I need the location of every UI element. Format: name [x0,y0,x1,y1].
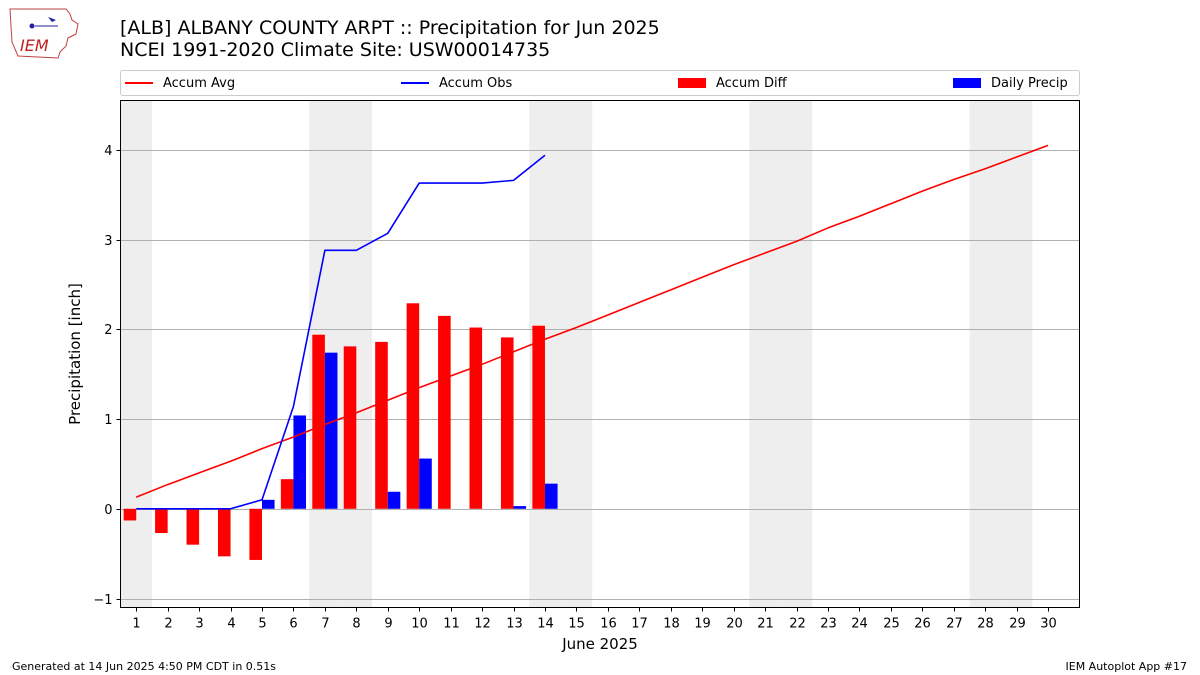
x-tick-label: 4 [227,617,235,632]
weekend-band [120,100,152,608]
legend-item-daily-precip: Daily Precip [953,71,1068,95]
x-tick-label: 3 [195,617,203,632]
accum-diff-bar [217,508,231,557]
plot-frame [120,100,1080,608]
legend-swatch [125,82,153,84]
weekend-band [560,100,593,608]
x-tick-label: 1 [132,617,140,632]
weekend-band [969,100,1001,608]
accum-diff-bar [280,479,294,509]
daily-precip-bar [387,491,401,509]
x-axis-label: June 2025 [561,635,638,653]
x-tick-label: 8 [352,617,360,632]
x-tick-label: 2 [164,617,172,632]
accum-diff-bar [343,346,357,509]
iem-logo: IEM [9,8,79,59]
x-tick-label: 24 [851,617,868,632]
legend-item-accum-avg: Accum Avg [125,71,235,95]
x-tick-label: 29 [1009,617,1026,632]
accum-diff-bar [249,508,262,560]
y-tick-label: 1 [104,413,112,428]
accum-obs-line [136,154,546,510]
wind-barb-icon [48,17,56,22]
autoplot-app-label: IEM Autoplot App #17 [1065,660,1188,673]
legend-label: Accum Diff [716,75,787,91]
x-tick-label: 18 [663,617,680,632]
legend-label: Daily Precip [991,75,1068,91]
weekend-band [780,100,813,608]
y-grid [120,150,1080,600]
x-tick-label: 27 [946,617,963,632]
x-tick-label: 6 [289,617,297,632]
legend-item-accum-diff: Accum Diff [678,71,787,95]
daily-precip-bar [261,499,275,509]
x-tick-label: 28 [977,617,994,632]
daily-precip-bar [544,483,558,509]
legend-swatch [678,78,706,88]
x-tick-label: 15 [568,617,585,632]
y-tick-label: 4 [104,144,112,159]
x-tick-label: 17 [631,617,648,632]
weather-symbol-icon [29,23,35,29]
daily-precip-bar [513,506,527,509]
y-axis-label: Precipitation [inch] [66,283,84,425]
legend-label: Accum Avg [163,75,236,91]
accum-diff-bar [186,508,200,545]
accum-diff-bar [155,508,168,534]
weekend-shading [120,100,1033,608]
x-tick-label: 5 [258,617,266,632]
accum-diff-bar [375,341,388,509]
x-tick-label: 26 [914,617,931,632]
generated-timestamp: Generated at 14 Jun 2025 4:50 PM CDT in … [12,660,277,673]
weekend-band [749,100,781,608]
daily-precip-bar [419,458,432,509]
accum-avg-line [135,144,1049,498]
y-tick-label: 2 [104,323,112,338]
legend-swatch [401,82,429,84]
x-tick-label: 19 [694,617,711,632]
x-tick-label: 7 [321,617,329,632]
accum-diff-bar [438,315,451,509]
y-tick-label: −1 [93,593,112,608]
x-tick-label: 23 [820,617,837,632]
bars [123,303,558,560]
legend: Accum Avg Accum Obs Accum Diff Daily Pre… [120,70,1080,96]
x-tick-label: 21 [757,617,774,632]
chart-title: [ALB] ALBANY COUNTY ARPT :: Precipitatio… [120,17,660,39]
y-tick-label: 0 [104,503,112,518]
daily-precip-bar [293,415,307,509]
chart-subtitle: NCEI 1991-2020 Climate Site: USW00014735 [120,39,551,61]
x-tick-label: 20 [726,617,743,632]
x-tick-label: 11 [443,617,460,632]
lines [135,144,1049,510]
x-tick-label: 12 [474,617,491,632]
accum-diff-bar [532,325,545,509]
daily-precip-bar [324,352,338,509]
accum-diff-bar [406,303,420,509]
iowa-state-outline-icon [9,8,79,59]
y-tick-label: 3 [104,234,112,249]
logo-text: IEM [20,36,49,55]
accum-diff-bar [123,508,137,521]
legend-label: Accum Obs [439,75,513,91]
x-tick-label: 13 [506,617,523,632]
weekend-band [1000,100,1033,608]
accum-diff-bar [312,334,325,509]
accum-diff-bar [469,327,483,509]
x-tick-label: 10 [411,617,428,632]
x-tick-label: 14 [537,617,554,632]
x-tick-label: 22 [789,617,806,632]
x-tick-label: 9 [384,617,392,632]
legend-item-accum-obs: Accum Obs [401,71,512,95]
x-tick-label: 16 [600,617,617,632]
x-tick-label: 30 [1040,617,1057,632]
accum-diff-bar [500,337,514,509]
legend-swatch [953,78,981,88]
x-tick-label: 25 [883,617,900,632]
